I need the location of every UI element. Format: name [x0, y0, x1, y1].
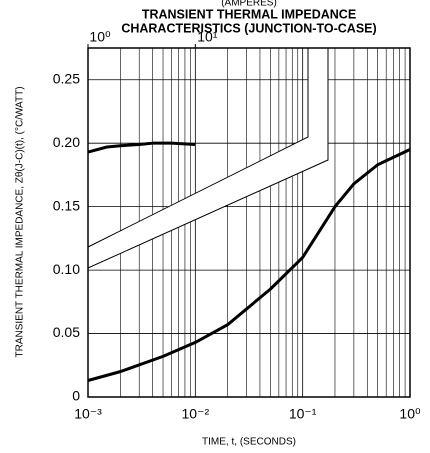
y-tick-label: 0.10 [53, 261, 80, 277]
x2-tick-label: 10⁰ [89, 29, 111, 45]
y-tick-label: 0 [72, 388, 80, 404]
chart-subtitle: CHARACTERISTICS (JUNCTION-TO-CASE) [121, 21, 376, 35]
plot [87, 141, 411, 382]
x-tick-label: 10⁰ [399, 406, 421, 422]
x-tick-label: 10⁻¹ [289, 406, 317, 422]
y-axis-label: TRANSIENT THERMAL IMPEDANCE, Zθ(J-C)(t),… [15, 86, 26, 357]
chart-title: TRANSIENT THERMAL IMPEDANCE [142, 7, 356, 21]
line [87, 148, 411, 382]
y-tick-label: 0.15 [53, 197, 80, 213]
plot-frame [87, 47, 411, 398]
x-tick-label: 10⁻³ [74, 406, 102, 422]
x2-tick-label: 10¹ [197, 29, 218, 45]
top-axis-label: (AMPERES) [221, 0, 277, 9]
y-tick-label: 0.20 [53, 134, 80, 150]
y-tick-label: 0.25 [53, 70, 80, 86]
y-tick-label: 0.05 [53, 324, 80, 340]
line [87, 141, 196, 154]
x-axis-label: TIME, t, (SECONDS) [202, 437, 296, 448]
x-tick-label: 10⁻² [182, 406, 210, 422]
